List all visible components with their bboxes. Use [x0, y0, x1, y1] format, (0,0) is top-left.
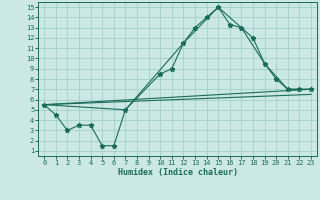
- X-axis label: Humidex (Indice chaleur): Humidex (Indice chaleur): [118, 168, 238, 177]
